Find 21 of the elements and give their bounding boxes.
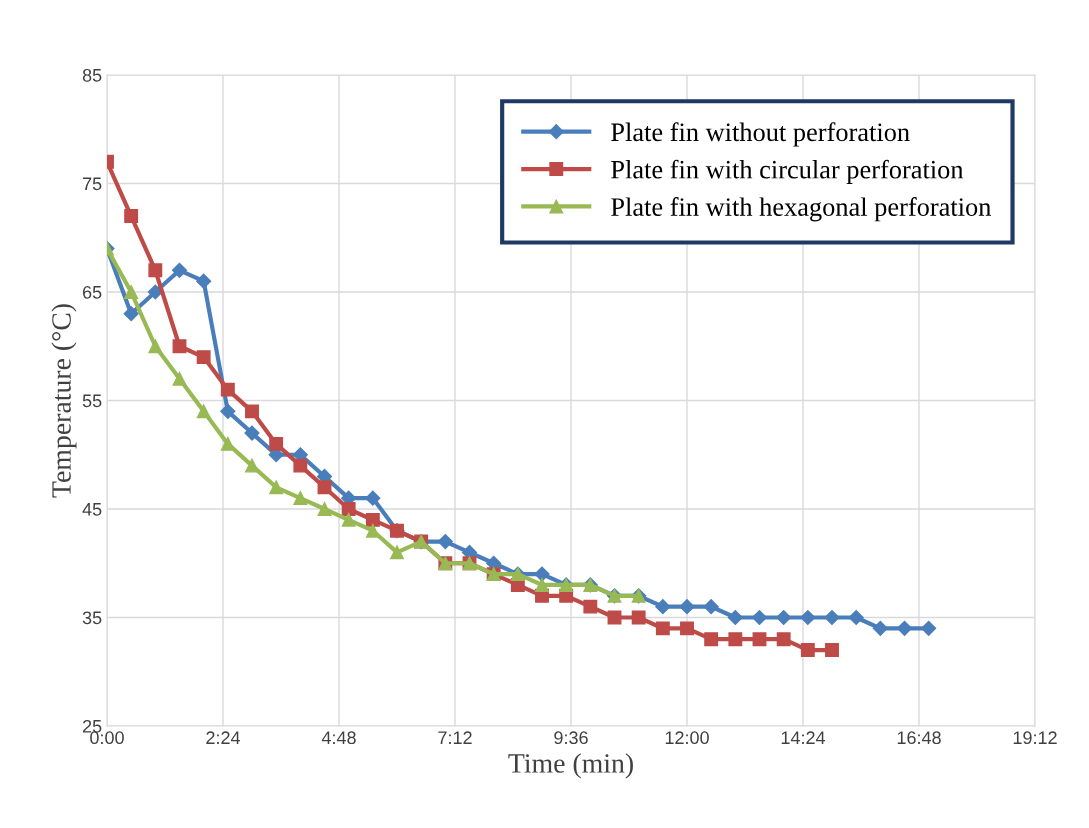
x-tick-label: 16:48	[897, 731, 941, 745]
x-tick-label: 7:12	[438, 731, 472, 744]
legend-label: Plate fin with hexagonal perforation	[611, 197, 992, 222]
y-tick-label: 55	[82, 394, 102, 408]
x-tick-label: 4:48	[321, 731, 356, 745]
x-tick-label: 12:00	[665, 731, 709, 745]
x-tick-label: 9:36	[554, 731, 588, 745]
x-axis-title: Time (min)	[508, 753, 633, 779]
y-tick-label: 35	[82, 611, 102, 625]
y-axis-title: Temperature (°C)	[51, 304, 77, 498]
legend-label: Plate fin with circular perforation	[611, 159, 964, 184]
x-tick-label: 0:00	[90, 731, 124, 745]
legend-label: Plate fin without perforation	[611, 122, 910, 147]
y-tick-label: 65	[82, 285, 102, 299]
y-tick-label: 85	[82, 68, 102, 82]
x-tick-label: 14:24	[781, 731, 826, 744]
x-tick-label: 2:24	[206, 731, 241, 744]
y-tick-label: 25	[82, 719, 102, 733]
y-tick-label: 45	[82, 503, 102, 516]
y-tick-label: 75	[82, 177, 102, 191]
x-tick-label: 19:12	[1013, 731, 1057, 745]
